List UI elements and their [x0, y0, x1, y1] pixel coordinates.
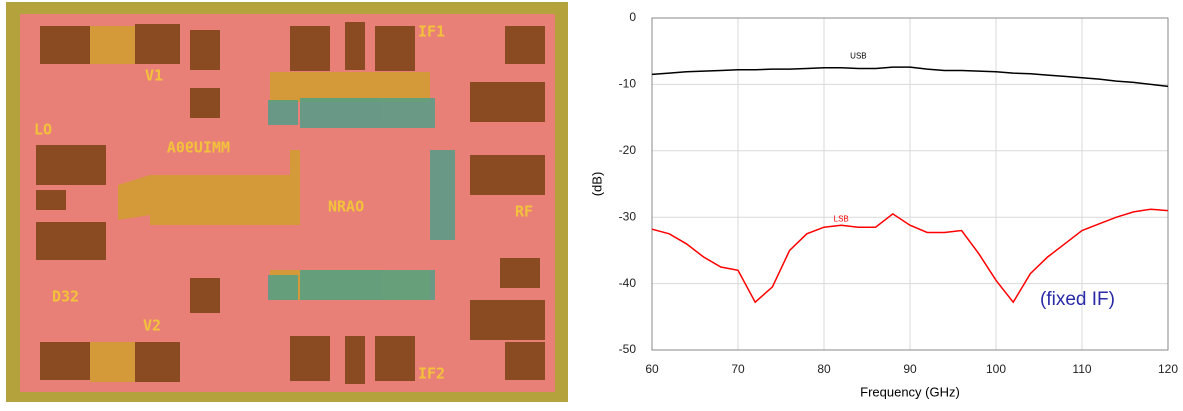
- x-tick-label: 110: [1072, 362, 1091, 376]
- chip-label: MMIU90A: [167, 139, 230, 157]
- y-tick-label: -40: [619, 276, 637, 290]
- chip-label: V1: [145, 67, 163, 85]
- x-tick-label: 80: [817, 362, 831, 376]
- annotation: (fixed IF): [1040, 289, 1115, 310]
- figure: V1 IF1 LO MMIU90A NRAO RF D32 V2 IF2 -50 -40 -30 -20…: [0, 0, 1183, 406]
- page: {"chip": {"labels": ["V1", "IF1", "LO", …: [0, 0, 1183, 411]
- x-axis-label: Frequency (GHz): [860, 384, 960, 399]
- chip-label: NRAO: [328, 198, 364, 216]
- chip-label: IF1: [418, 23, 445, 41]
- chip-label: IF2: [418, 365, 445, 383]
- chip-label: LO: [34, 121, 52, 139]
- chip-label: RF: [515, 203, 533, 221]
- y-tick-label: -20: [619, 143, 637, 157]
- y-tick-label: -50: [619, 342, 637, 356]
- y-tick-label: -30: [619, 209, 637, 223]
- y-tick-label: -10: [619, 77, 637, 91]
- y-tick-label: 0: [629, 10, 636, 24]
- chip-label: D32: [52, 288, 79, 306]
- x-tick-label: 90: [903, 362, 917, 376]
- chip-label: V2: [143, 317, 161, 335]
- x-tick-label: 100: [986, 362, 1006, 376]
- series-label: USB: [850, 52, 866, 61]
- series-label: LSB: [834, 214, 849, 223]
- x-tick-label: 70: [731, 362, 745, 376]
- chip-photo: [6, 2, 568, 402]
- y-axis-label: (dB): [589, 172, 604, 197]
- x-tick-label: 120: [1158, 362, 1178, 376]
- x-tick-label: 60: [645, 362, 659, 376]
